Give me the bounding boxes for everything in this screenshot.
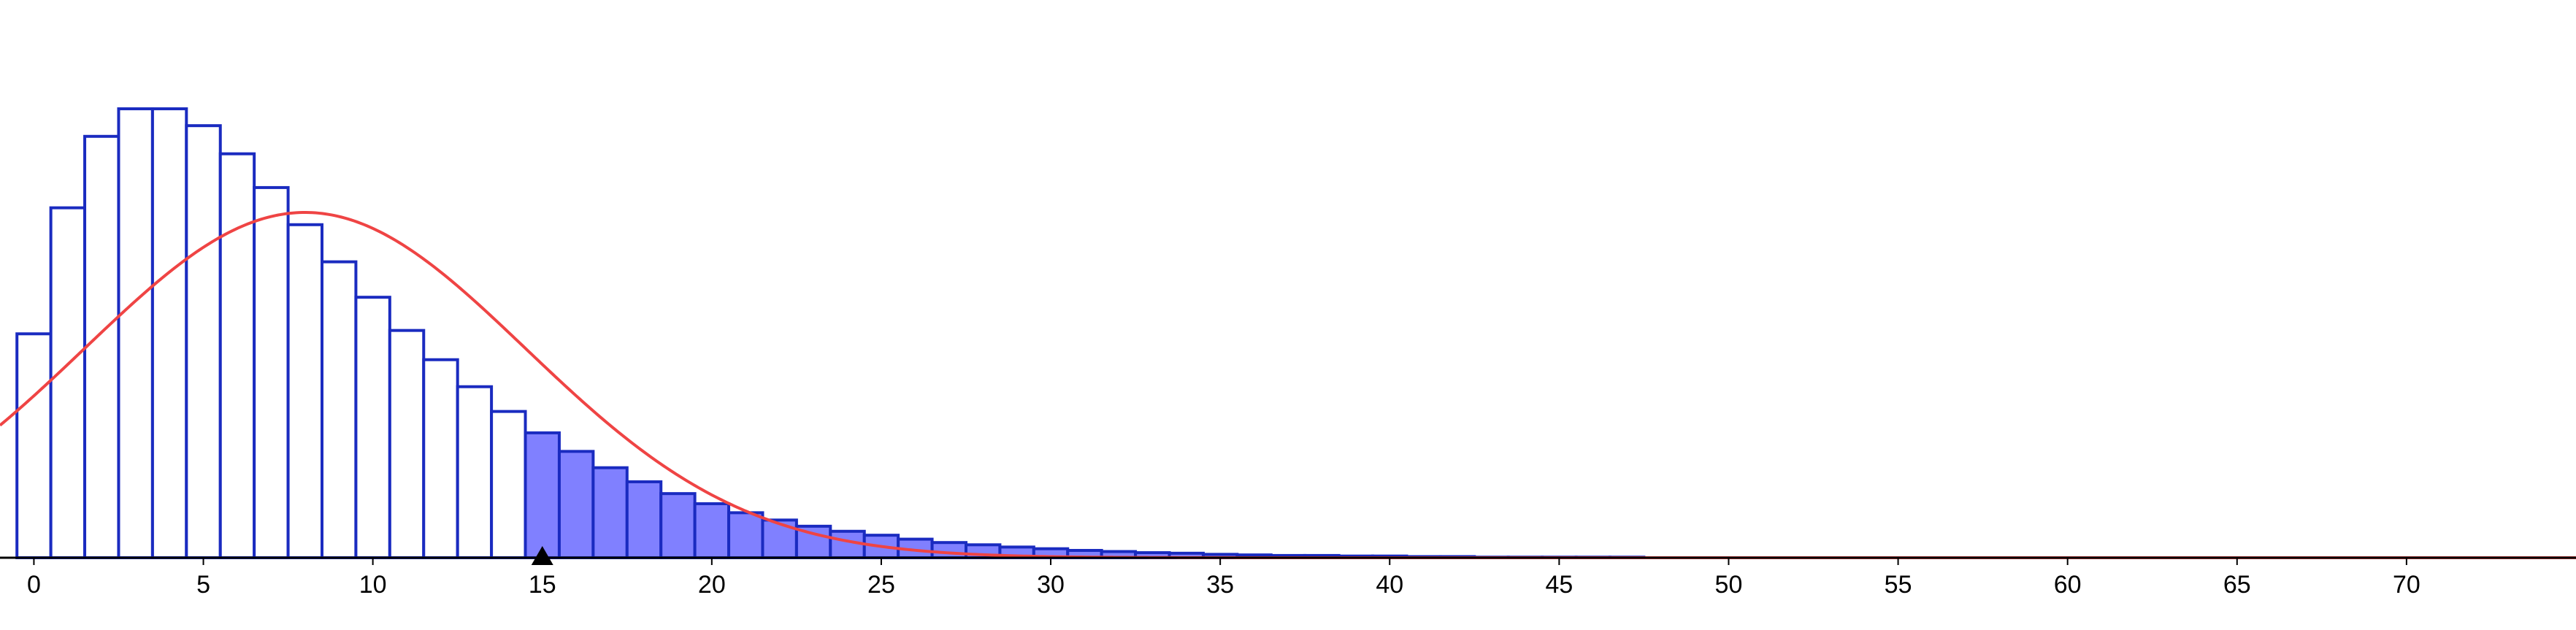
histogram-bar (150, 107, 188, 559)
histogram-bar (286, 223, 323, 559)
histogram-bar (930, 541, 967, 560)
bars-layer (15, 107, 1646, 560)
histogram-bar (15, 332, 53, 559)
histogram-bar (591, 466, 629, 560)
histogram-bar (49, 206, 87, 559)
marker-triangle-icon[interactable] (531, 546, 553, 565)
histogram-bar (388, 329, 426, 559)
x-tick-label: 20 (698, 571, 726, 599)
histogram-bar (422, 358, 459, 559)
x-tick-label: 70 (2393, 571, 2420, 599)
histogram-bar (185, 124, 222, 559)
x-tick-label: 50 (1715, 571, 1743, 599)
histogram-bar (83, 134, 120, 560)
marker-layer (531, 546, 553, 565)
x-tick-label: 55 (1885, 571, 1912, 599)
histogram-bar (761, 518, 798, 559)
x-tick-label: 40 (1376, 571, 1403, 599)
histogram-bar (490, 410, 527, 559)
x-tick-label: 10 (359, 571, 387, 599)
histogram-bar (557, 450, 595, 559)
histogram-bar (321, 260, 358, 559)
x-tick-label: 35 (1206, 571, 1234, 599)
histogram-bar (727, 511, 764, 559)
histogram-bar (354, 296, 391, 559)
x-tick-label: 15 (529, 571, 556, 599)
x-axis-ticks: 0 5 10 15 20 25 30 35 40 45 50 55 60 65 70 (27, 558, 2420, 599)
x-tick-label: 5 (196, 571, 210, 599)
x-tick-label: 65 (2223, 571, 2251, 599)
histogram-bar (693, 502, 731, 560)
histogram-bar (659, 492, 697, 560)
x-tick-label: 45 (1545, 571, 1573, 599)
x-tick-label: 60 (2054, 571, 2082, 599)
x-tick-label: 30 (1037, 571, 1065, 599)
histogram-bar (117, 107, 154, 559)
histogram-bar (524, 431, 561, 559)
histogram-bar (218, 152, 256, 559)
histogram-bar (253, 185, 290, 559)
histogram-bar (625, 480, 663, 560)
x-tick-label: 25 (867, 571, 895, 599)
x-tick-label: 0 (27, 571, 41, 599)
histogram-bar (456, 385, 494, 559)
